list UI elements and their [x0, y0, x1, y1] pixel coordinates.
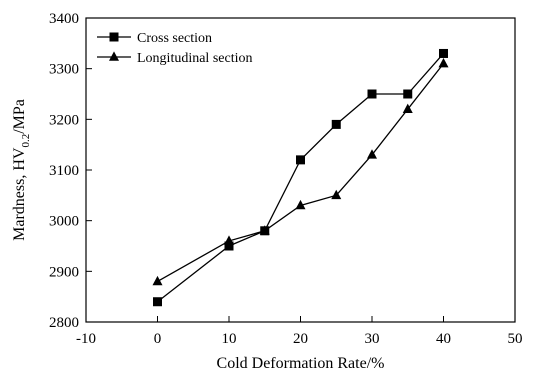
- legend: Cross section Longitudinal section: [97, 31, 252, 66]
- y-tick-label: 3100: [49, 163, 79, 179]
- data-point: [259, 225, 270, 235]
- x-tick-label: -10: [76, 331, 96, 347]
- y-tick-label: 2800: [49, 315, 79, 331]
- data-point: [331, 189, 342, 200]
- y-tick-label: 3400: [49, 11, 79, 27]
- data-point: [438, 58, 449, 68]
- x-tick-label: 20: [293, 331, 308, 347]
- data-point: [152, 275, 163, 286]
- y-axis-title-subscript: 0.2: [20, 134, 32, 148]
- legend-marker: [109, 51, 119, 61]
- data-point: [367, 89, 377, 99]
- data-point: [402, 103, 413, 113]
- y-axis: 2800 2900 3000 3100 3200 3300 3400: [49, 11, 92, 331]
- legend-marker: [109, 32, 119, 42]
- data-point: [367, 149, 377, 159]
- y-tick-label: 3300: [49, 62, 79, 78]
- x-tick-label: 0: [154, 331, 162, 347]
- y-axis-title-main: Mardness, HV: [11, 147, 28, 241]
- legend-item: Longitudinal section: [97, 51, 252, 66]
- data-point: [296, 155, 305, 165]
- x-tick-label: 30: [365, 331, 380, 347]
- x-axis: -10 0 10 20 30 40 50: [76, 316, 523, 347]
- y-axis-title-unit: /MPa: [11, 99, 28, 134]
- series-1: [153, 48, 448, 307]
- legend-item: Cross section: [97, 31, 212, 46]
- series-2: [152, 58, 449, 286]
- series-line: [157, 53, 444, 303]
- legend-label: Longitudinal section: [137, 51, 252, 66]
- y-axis-title: Mardness, HV0.2/MPa: [11, 99, 32, 241]
- y-tick-label: 3000: [49, 214, 79, 230]
- x-tick-label: 40: [436, 331, 451, 347]
- data-point: [224, 235, 234, 245]
- x-axis-title: Cold Deformation Rate/%: [217, 355, 385, 372]
- x-tick-label: 10: [222, 331, 237, 347]
- series-layer: [152, 48, 449, 307]
- data-point: [295, 199, 306, 210]
- data-point: [224, 241, 234, 251]
- y-tick-label: 3200: [49, 112, 79, 128]
- legend-label: Cross section: [137, 31, 212, 46]
- x-tick-label: 50: [508, 331, 523, 347]
- data-point: [153, 297, 162, 307]
- data-point: [403, 89, 413, 99]
- series-line: [157, 63, 445, 283]
- data-point: [331, 119, 341, 129]
- data-point: [439, 48, 448, 58]
- y-tick-label: 2900: [49, 264, 79, 280]
